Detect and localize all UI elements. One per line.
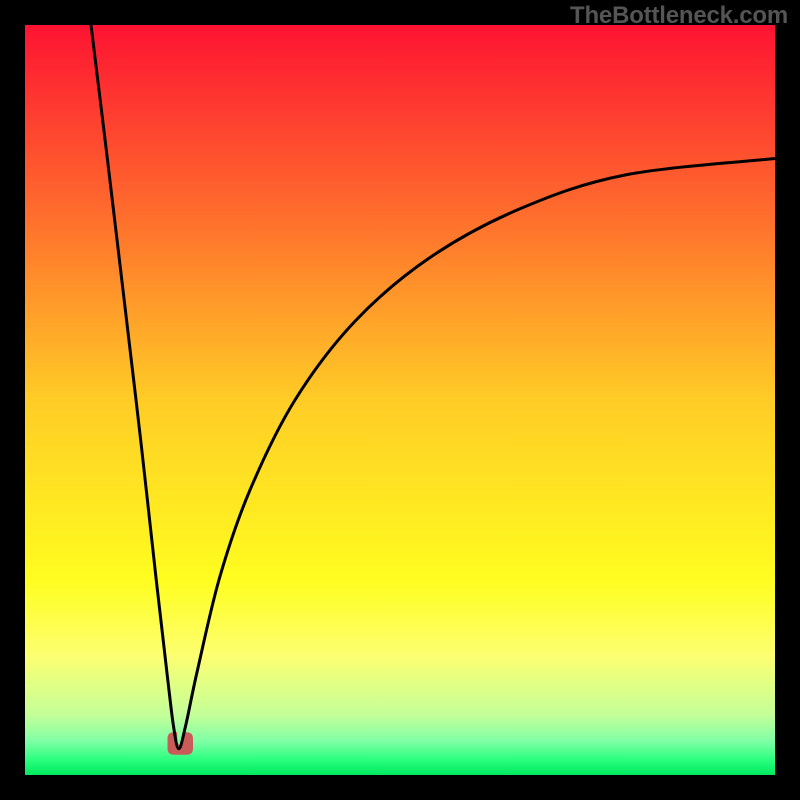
- watermark-text: TheBottleneck.com: [570, 2, 788, 30]
- bottleneck-chart: [0, 0, 800, 800]
